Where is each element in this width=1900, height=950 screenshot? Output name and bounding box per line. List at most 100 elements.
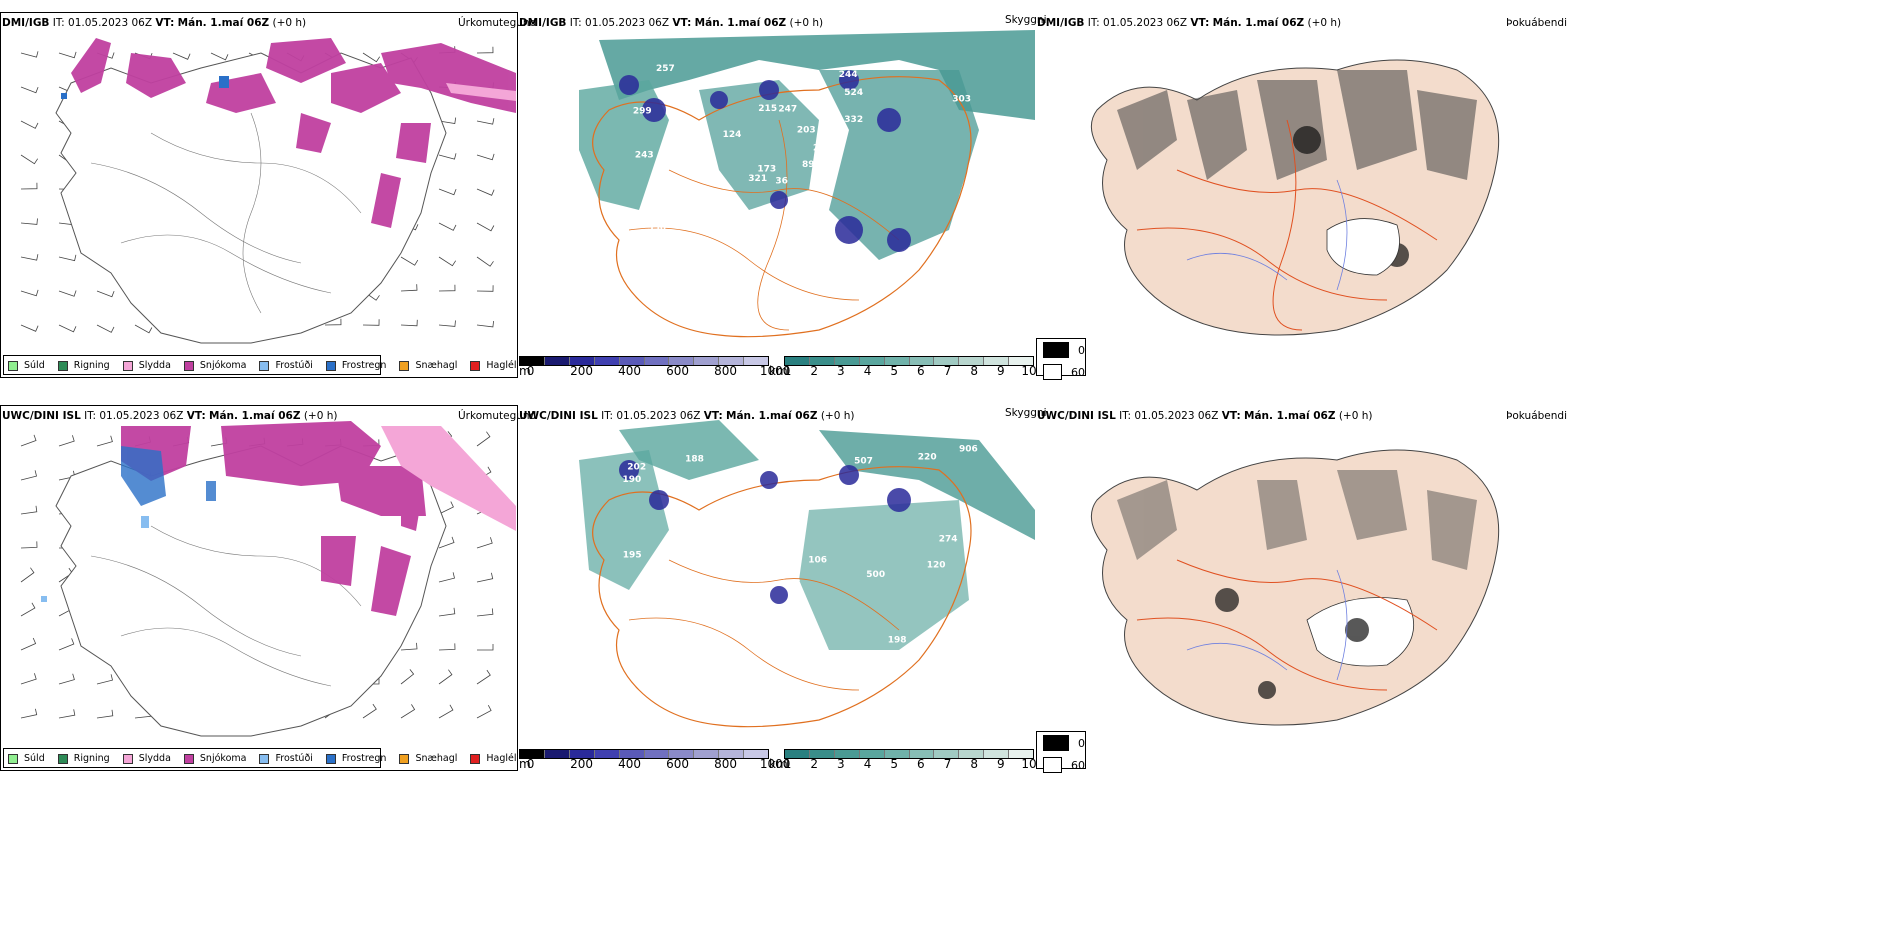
wind-barb bbox=[400, 319, 418, 327]
ceiling-ticks-bottom: 0 200 400 600 800 1000 bbox=[526, 757, 791, 771]
legend-swatch bbox=[8, 360, 18, 371]
wind-barb bbox=[362, 52, 381, 63]
colorbar-tick-label: 1 bbox=[783, 364, 792, 378]
lead-time: (+0 h) bbox=[272, 17, 307, 29]
ceiling-value-label: 524 bbox=[844, 88, 863, 98]
ceiling-unit-bottom: m bbox=[519, 757, 531, 771]
colorbar-tick-label: 8 bbox=[970, 364, 979, 378]
colorbar-segment bbox=[644, 357, 670, 365]
wind-barb bbox=[20, 86, 39, 94]
colorbar-tick-label: 10 bbox=[1021, 364, 1037, 378]
fog-legend-row: 0 bbox=[1037, 339, 1085, 361]
lead-time: (+0 h) bbox=[1338, 410, 1373, 422]
wind-barb bbox=[438, 188, 457, 196]
vt-label: VT: bbox=[1190, 17, 1210, 29]
ceiling-value-label: 133 bbox=[738, 615, 757, 625]
ceiling-value-label: 137 bbox=[717, 528, 736, 538]
fog-legend-label: 0 bbox=[1078, 736, 1085, 750]
ceiling-value-label: 303 bbox=[952, 95, 971, 105]
colorbar-tick-label: 800 bbox=[714, 364, 738, 378]
wind-barb bbox=[438, 153, 457, 160]
legend-swatch bbox=[259, 753, 270, 764]
param-name-vis-bottom: Skyggni bbox=[1005, 407, 1047, 419]
colorbar-tick-label: 1000 bbox=[759, 757, 791, 771]
vt-label: VT: bbox=[155, 17, 175, 29]
colorbar-tick-label: 0 bbox=[526, 757, 535, 771]
ceiling-value-label: 228 bbox=[813, 143, 832, 153]
legend-item: Snæhagl bbox=[399, 753, 457, 764]
ceiling-value-label: 245 bbox=[782, 579, 801, 589]
legend-swatch bbox=[325, 753, 336, 764]
colorbar-segment bbox=[909, 750, 935, 758]
colorbar-tick-label: 6 bbox=[917, 757, 925, 771]
colorbar-tick-label: 400 bbox=[618, 757, 642, 771]
colorbar-tick-label: 600 bbox=[666, 757, 690, 771]
colorbar-tick-label: 2 bbox=[810, 757, 819, 771]
it-label: IT: bbox=[52, 17, 65, 29]
visibility-colorbar-top bbox=[784, 356, 1034, 366]
model-name: UWC/DINI ISL bbox=[2, 410, 81, 422]
ceiling-value-label: 120 bbox=[927, 561, 946, 571]
it-label: IT: bbox=[569, 17, 582, 29]
colorbar-segment bbox=[544, 750, 570, 758]
precip-legend-row: Súld Rigning Slydda Snjókoma Frostúði Frostre… bbox=[8, 360, 530, 371]
precip-panel-top: Súld Rigning Slydda Snjókoma Frostúði Frostre… bbox=[0, 12, 518, 378]
colorbar-segment bbox=[719, 750, 745, 758]
legend-swatch bbox=[8, 753, 18, 764]
colorbar-tick-label: 10 bbox=[1021, 757, 1037, 771]
legend-label: Frostregn bbox=[341, 360, 387, 371]
wind-barb bbox=[438, 222, 457, 231]
wind-barb bbox=[20, 602, 36, 617]
colorbar-tick-label: 1 bbox=[783, 757, 792, 771]
ceiling-value-label: 179 bbox=[744, 510, 763, 520]
wind-barb bbox=[172, 52, 191, 60]
wind-barb bbox=[20, 324, 39, 332]
colorbar-segment bbox=[669, 357, 695, 365]
colorbar-segment bbox=[694, 357, 720, 365]
wind-barb bbox=[438, 669, 453, 685]
ceiling-colorbar-top bbox=[519, 356, 769, 366]
colorbar-tick-label: 4 bbox=[863, 757, 872, 771]
it-label: IT: bbox=[1087, 17, 1100, 29]
colorbar-segment bbox=[959, 750, 985, 758]
panel-title-fog-bottom: UWC/DINI ISL IT: 01.05.2023 06Z VT: Mán.… bbox=[1037, 410, 1372, 422]
panel-title-vis-top: DMI/IGB IT: 01.05.2023 06Z VT: Mán. 1.ma… bbox=[519, 17, 823, 29]
colorbar-segment bbox=[984, 750, 1010, 758]
ceiling-value-label: 106 bbox=[808, 555, 827, 565]
legend-label: Haglél bbox=[486, 753, 517, 764]
colorbar-segment bbox=[959, 357, 985, 365]
wind-barb bbox=[362, 703, 377, 719]
colorbar-segment bbox=[569, 750, 595, 758]
wind-barb bbox=[20, 289, 39, 297]
wind-barb bbox=[58, 51, 77, 59]
wind-barb bbox=[476, 608, 494, 617]
wind-barb bbox=[438, 284, 456, 292]
wind-barb bbox=[400, 704, 416, 719]
wind-barb bbox=[476, 572, 494, 583]
ceiling-value-label: 198 bbox=[888, 635, 907, 645]
ceiling-value-label: 124 bbox=[723, 130, 742, 140]
visibility-unit-top: km bbox=[769, 364, 788, 378]
wind-barb bbox=[96, 709, 114, 719]
vt-value: Mán. 1.maí 06Z bbox=[726, 410, 818, 422]
legend-swatch bbox=[57, 360, 68, 371]
ceiling-value-label: 299 bbox=[633, 107, 652, 117]
colorbar-segment bbox=[809, 357, 835, 365]
legend-item: Snæhagl bbox=[399, 360, 457, 371]
legend-swatch bbox=[470, 753, 481, 764]
wind-barb bbox=[476, 431, 491, 447]
colorbar-segment bbox=[859, 750, 885, 758]
param-name-vis-top: Skyggni bbox=[1005, 14, 1047, 26]
legend-label: Rigning bbox=[73, 360, 110, 371]
fog-legend-swatch bbox=[1043, 735, 1069, 751]
colorbar-segment bbox=[520, 750, 545, 758]
wind-barb bbox=[20, 541, 38, 549]
ceiling-value-label: 214 bbox=[715, 508, 734, 518]
wind-barb bbox=[20, 218, 38, 225]
legend-item: Rigning bbox=[57, 360, 110, 371]
fog-legend-label: 0 bbox=[1078, 343, 1085, 357]
legend-item: Snjókoma bbox=[183, 360, 246, 371]
fog-legend-swatch bbox=[1043, 757, 1062, 773]
fog-legend-top: 0 60 bbox=[1036, 338, 1086, 380]
ceiling-value-label: 244 bbox=[839, 70, 858, 80]
